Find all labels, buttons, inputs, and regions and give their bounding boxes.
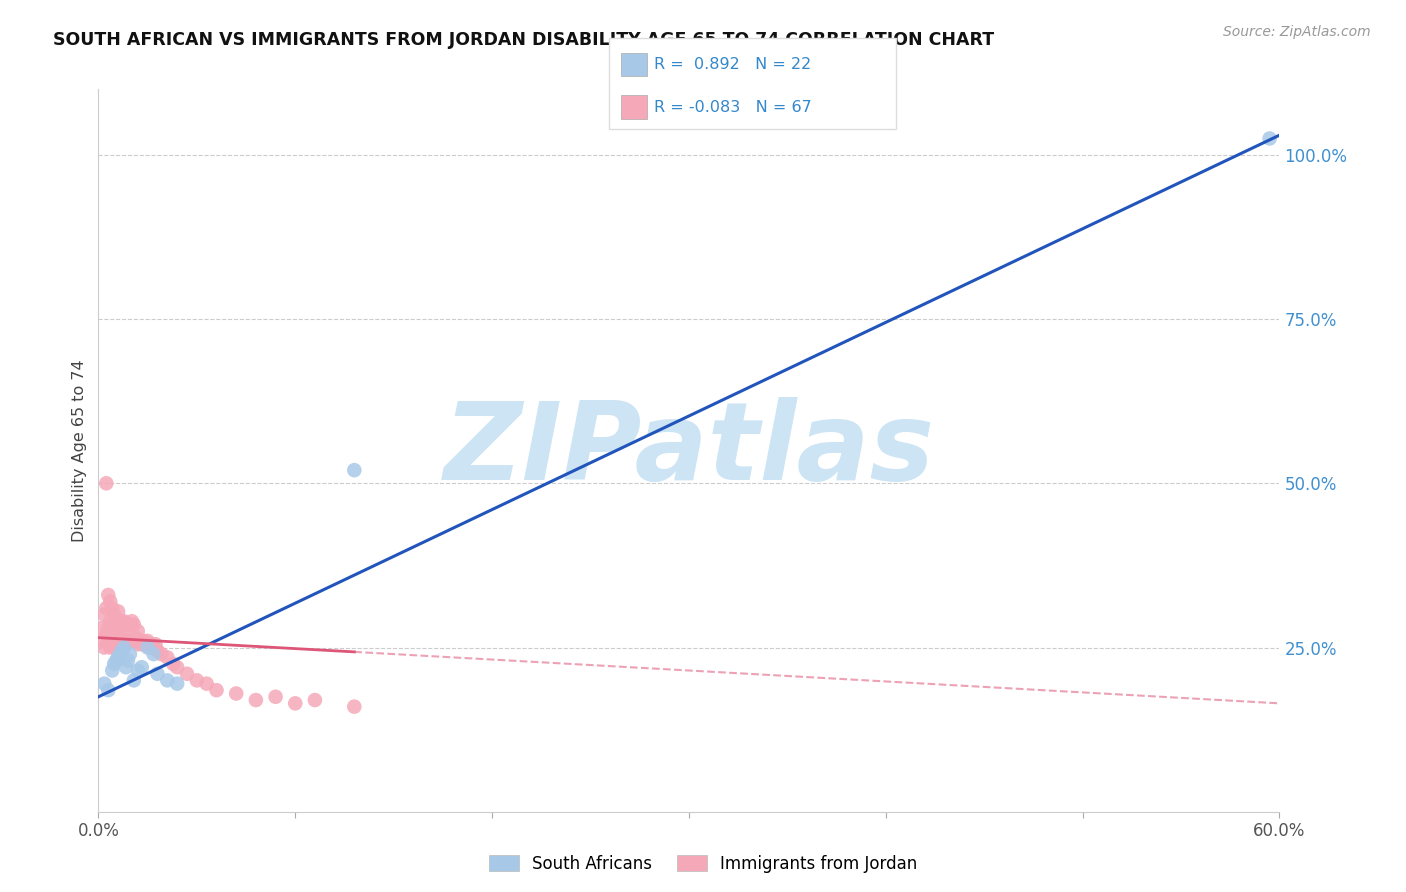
Point <box>146 666 169 681</box>
Point <box>97 588 120 602</box>
Point <box>97 621 120 635</box>
Point <box>205 683 228 698</box>
Point <box>122 673 145 688</box>
Point <box>115 660 138 674</box>
Text: ZIPatlas: ZIPatlas <box>443 398 935 503</box>
Point <box>105 634 128 648</box>
Point <box>136 634 159 648</box>
Point <box>107 637 129 651</box>
Point <box>111 634 134 648</box>
Point <box>135 637 157 651</box>
Point <box>118 634 141 648</box>
Point <box>89 634 111 648</box>
Point <box>127 624 149 639</box>
Point <box>141 637 163 651</box>
Point <box>131 660 153 674</box>
Point <box>115 617 138 632</box>
Point <box>225 686 247 700</box>
Point <box>343 463 366 477</box>
Text: R = -0.083   N = 67: R = -0.083 N = 67 <box>654 100 811 114</box>
Point <box>156 673 179 688</box>
Point <box>343 699 366 714</box>
Point <box>127 664 149 678</box>
Point <box>98 594 121 608</box>
Point <box>128 634 150 648</box>
Point <box>122 617 145 632</box>
Point <box>111 644 134 658</box>
Point <box>131 637 153 651</box>
Point <box>245 693 267 707</box>
Point <box>111 617 134 632</box>
Point <box>103 657 125 671</box>
Point <box>127 637 149 651</box>
Point <box>156 650 179 665</box>
Point <box>146 644 169 658</box>
Point <box>112 640 135 655</box>
Point <box>264 690 287 704</box>
Point <box>101 621 124 635</box>
Text: SOUTH AFRICAN VS IMMIGRANTS FROM JORDAN DISABILITY AGE 65 TO 74 CORRELATION CHAR: SOUTH AFRICAN VS IMMIGRANTS FROM JORDAN … <box>53 31 994 49</box>
Point <box>93 640 115 655</box>
Point <box>97 634 120 648</box>
Point <box>93 607 115 622</box>
Point <box>176 666 198 681</box>
Text: R =  0.892   N = 22: R = 0.892 N = 22 <box>654 57 811 71</box>
Point <box>138 640 160 655</box>
Point <box>145 637 167 651</box>
Point <box>96 627 118 641</box>
Point <box>96 601 118 615</box>
Point <box>117 634 139 648</box>
Point <box>162 657 184 671</box>
Point <box>105 654 128 668</box>
Point <box>91 621 114 635</box>
Point <box>125 631 148 645</box>
Point <box>107 621 129 635</box>
Point <box>96 476 118 491</box>
Point <box>121 631 143 645</box>
Point <box>186 673 208 688</box>
Point <box>101 601 124 615</box>
Point <box>103 640 125 655</box>
Point <box>195 676 218 690</box>
Point <box>118 647 141 661</box>
Legend: South Africans, Immigrants from Jordan: South Africans, Immigrants from Jordan <box>482 848 924 880</box>
Point <box>108 647 131 661</box>
Point <box>103 607 125 622</box>
Point <box>98 640 121 655</box>
Point <box>284 696 307 710</box>
Point <box>166 660 188 674</box>
Point <box>150 647 173 661</box>
Point <box>101 634 124 648</box>
Point <box>117 617 139 632</box>
Point <box>101 664 124 678</box>
Point <box>97 683 120 698</box>
Point <box>112 631 135 645</box>
Point <box>105 614 128 628</box>
Point <box>98 614 121 628</box>
Text: Source: ZipAtlas.com: Source: ZipAtlas.com <box>1223 25 1371 39</box>
Point <box>121 614 143 628</box>
Point <box>117 654 139 668</box>
Point <box>132 634 155 648</box>
Point <box>166 676 188 690</box>
Point <box>112 614 135 628</box>
Point <box>122 634 145 648</box>
Point <box>115 634 138 648</box>
Point <box>136 640 159 655</box>
Point <box>108 631 131 645</box>
Point <box>1258 131 1281 145</box>
Point <box>93 676 115 690</box>
Point <box>108 614 131 628</box>
Point <box>142 647 165 661</box>
Point <box>142 640 165 655</box>
Y-axis label: Disability Age 65 to 74: Disability Age 65 to 74 <box>72 359 87 541</box>
Point <box>304 693 326 707</box>
Point <box>107 650 129 665</box>
Point <box>107 604 129 618</box>
Point <box>103 624 125 639</box>
Point <box>118 617 141 632</box>
